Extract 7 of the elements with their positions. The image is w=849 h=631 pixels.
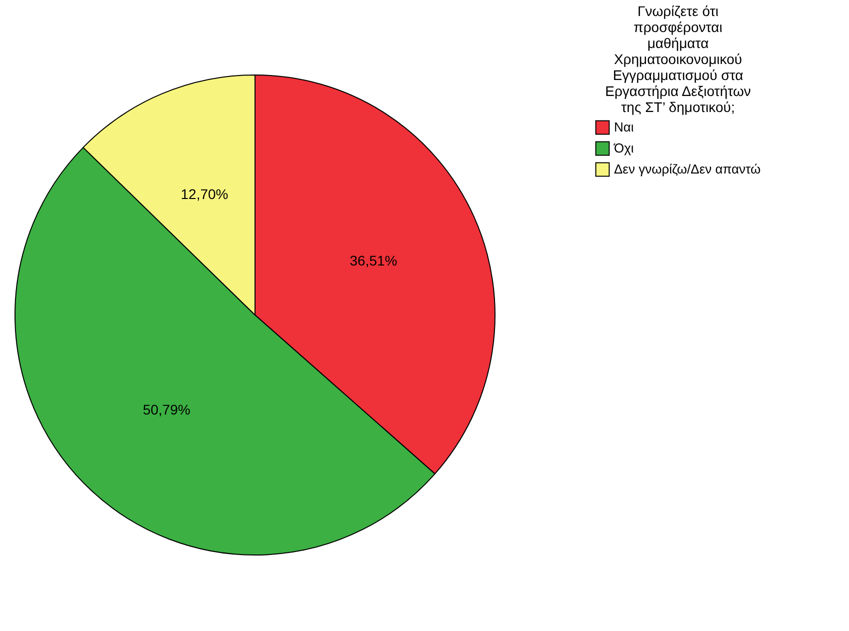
data-label: 36,51% — [350, 252, 398, 269]
data-label: 50,79% — [142, 401, 190, 418]
legend-label: Όχι — [613, 140, 634, 156]
legend-title: Γνωρίζετε ότι προσφέρονται μαθήματα Χρηματοοικονομικού Εγγραμματισμού στα Εργαστήρια Δεξιοτήτων της ΣΤ’ δημοτικού; — [605, 3, 751, 115]
data-label: 12,70% — [180, 186, 228, 202]
legend-label: Ναι — [614, 120, 634, 134]
legend-label: Δεν γνωρίζω/Δεν απαντώ — [614, 162, 761, 176]
